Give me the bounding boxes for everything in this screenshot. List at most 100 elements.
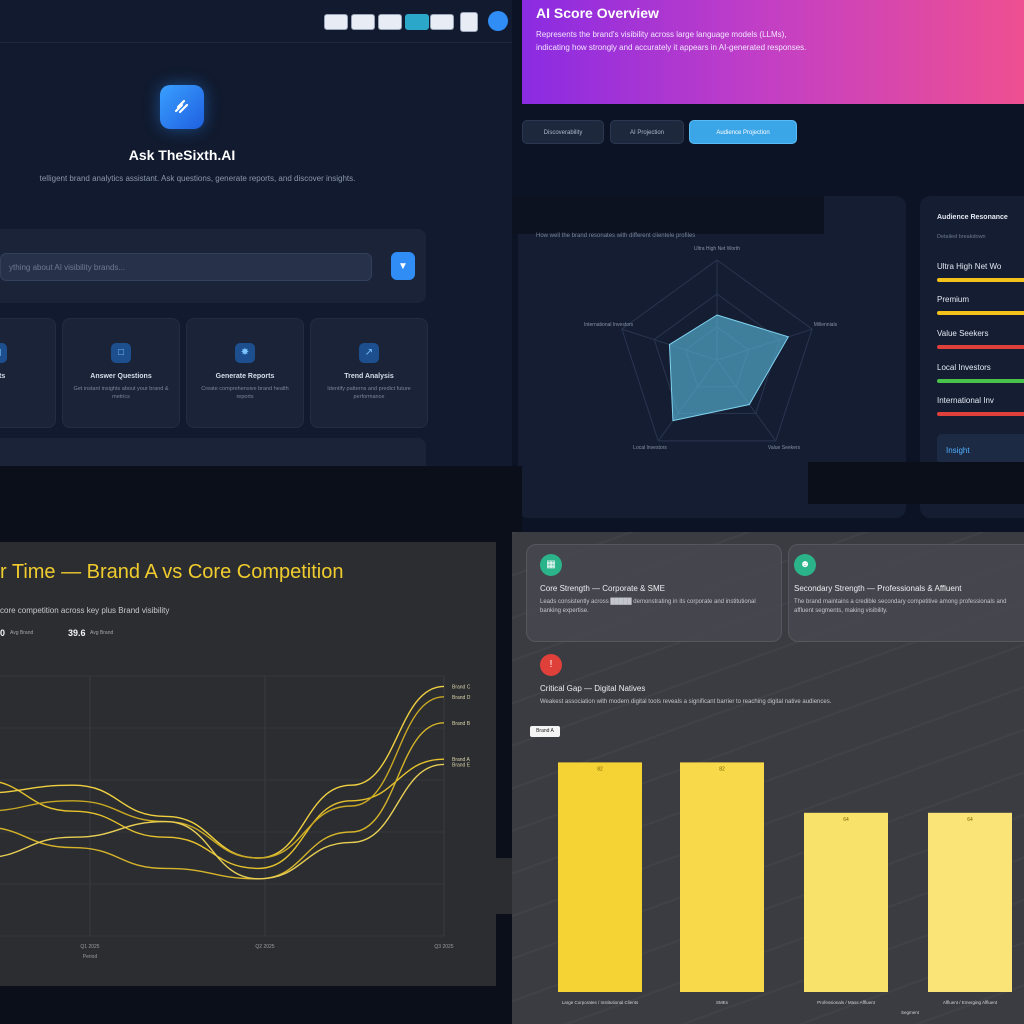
quick-action-desc: Get instant insights about your brand & …: [73, 386, 169, 400]
bar-value-label: 82: [597, 766, 603, 772]
series-label: Brand D: [452, 695, 471, 701]
radar-subtitle: How well the brand resonates with differ…: [536, 233, 696, 239]
series-label: Brand A: [452, 757, 470, 763]
ask-input[interactable]: ything about AI visibility brands...: [0, 253, 372, 281]
line-chart-card: [0, 542, 496, 986]
series-label: Brand B: [452, 721, 471, 727]
insight-card-core: [526, 544, 782, 642]
audience-title: Audience Resonance: [937, 214, 1008, 221]
insight-card-desc: The brand maintains a credible secondary…: [794, 599, 1007, 614]
redacted-block: [808, 462, 1024, 504]
insight-card-title: Secondary Strength — Professionals & Aff…: [794, 584, 962, 593]
chat-icon: □: [111, 343, 131, 363]
series-line: [0, 722, 445, 880]
people-icon: ☻: [794, 554, 816, 576]
insight-box: [937, 434, 1024, 464]
audience-bar: [937, 379, 1024, 383]
toolbar-button-6[interactable]: [460, 12, 478, 32]
radar-ring: [621, 259, 813, 442]
x-tick-label: Q2 2025: [255, 944, 274, 950]
line-chart: Q1 2025 Q2 2025 Q3 2025 Period Brand A Brand …: [0, 675, 471, 960]
quick-action-title: ts: [0, 373, 6, 380]
bar: [804, 812, 888, 992]
banner-title: AI Score Overview: [536, 5, 659, 21]
x-tick-label: Q1 2025: [80, 944, 99, 950]
radar-axis-label: Millennials: [814, 322, 838, 328]
radar-axis-label: Value Seekers: [768, 445, 801, 451]
chart-title: r Time — Brand A vs Core Competition: [0, 561, 344, 583]
toolbar-button-2[interactable]: [351, 14, 375, 30]
series-label: Brand C: [452, 684, 471, 690]
quick-action-card[interactable]: ↗ Trend Analysis Identify patterns and p…: [310, 318, 428, 428]
visibility-chart-panel: r Time — Brand A vs Core Competition cor…: [0, 466, 512, 1024]
legend-tag: Brand A: [530, 726, 560, 737]
quick-action-title: Generate Reports: [215, 373, 275, 380]
audience-bar: [937, 345, 1024, 349]
quick-action-desc: Create comprehensive brand health report…: [201, 386, 289, 400]
kpi-label: Avg Brand: [10, 630, 34, 636]
bar: [558, 762, 642, 992]
audience-label: Premium: [937, 295, 970, 304]
audience-label: Value Seekers: [937, 329, 989, 338]
x-axis-label: Segment: [901, 1010, 920, 1015]
bar: [680, 762, 764, 992]
insight-card-secondary: [788, 544, 1024, 642]
insight-card-title: Critical Gap — Digital Natives: [540, 684, 646, 693]
radar-shape: [668, 314, 790, 422]
audience-bar: [937, 412, 1024, 416]
assistant-title: Ask TheSixth.AI: [128, 147, 236, 163]
audience-label: Local Investors: [937, 363, 991, 372]
quick-action-title: Answer Questions: [90, 373, 152, 380]
kpi-label: Avg Brand: [90, 630, 114, 636]
x-tick-label: Q3 2025: [434, 944, 453, 950]
quick-action-card[interactable]: ✸ Generate Reports Create comprehensive …: [186, 318, 304, 428]
insight-card-desc: Leads consistently across █████ demonstr…: [540, 599, 756, 614]
bar-value-label: 82: [719, 766, 725, 772]
quick-action-card[interactable]: ▢ ts: [0, 318, 56, 428]
tab-audience-projection[interactable]: Audience Projection: [689, 120, 797, 144]
tab-ai-projection[interactable]: AI Projection: [610, 120, 684, 144]
tab-discoverability[interactable]: Discoverability: [522, 120, 604, 144]
redacted-block: [512, 196, 824, 234]
gear-icon: ✸: [235, 343, 255, 363]
chart-icon: ▢: [0, 343, 7, 363]
kpi-value: 0: [0, 628, 6, 638]
toolbar-button-3[interactable]: [378, 14, 402, 30]
bar-category-label: Affluent / Emerging Affluent: [943, 1000, 998, 1005]
bar-category-label: Large Corporates / Institutional Clients: [562, 1000, 639, 1005]
insight-label: Insight: [946, 446, 970, 455]
banner-description: Represents the brand's visibility across…: [536, 30, 807, 52]
series-line: [0, 763, 445, 880]
ask-input-card: ything about AI visibility brands...: [0, 229, 426, 303]
audience-label: International Inv: [937, 396, 994, 405]
send-button[interactable]: ▼: [391, 252, 415, 280]
history-card: [0, 438, 426, 466]
x-axis-label: Period: [83, 954, 98, 960]
radar-axis-labels: Ultra High Net Worth Millennials Value See…: [584, 246, 838, 451]
audience-bar: [937, 278, 1024, 282]
radar-axis-label: Ultra High Net Worth: [694, 246, 740, 252]
quick-action-title: Trend Analysis: [344, 373, 394, 380]
overview-banner: AI Score Overview Represents the brand's…: [522, 0, 1024, 104]
divider: [496, 532, 512, 1024]
bar-value-label: 64: [967, 817, 973, 823]
radar-axis-label: Local Investors: [633, 445, 667, 451]
toolbar-button-5[interactable]: [430, 14, 454, 30]
chart-subtitle: core competition across key plus Brand v…: [0, 606, 170, 615]
kpi-value: 39.6: [68, 628, 86, 638]
series-line: [0, 696, 445, 859]
bar-value-label: 64: [843, 817, 849, 823]
audience-bar: [937, 311, 1024, 315]
assistant-logo-icon: [160, 85, 204, 129]
insight-card-title: Core Strength — Corporate & SME: [540, 584, 665, 593]
toolbar-button-4[interactable]: [405, 14, 429, 30]
avatar[interactable]: [488, 11, 508, 31]
radar-axis-label: International Investors: [584, 322, 634, 328]
audience-label: Ultra High Net Wo: [937, 262, 1002, 271]
assistant-panel: Ask TheSixth.AI telligent brand analytic…: [0, 0, 512, 466]
ai-score-panel: AI Score Overview Represents the brand's…: [512, 0, 1024, 532]
quick-action-desc: Identify patterns and predict future per…: [327, 386, 411, 400]
quick-action-card[interactable]: □ Answer Questions Get instant insights …: [62, 318, 180, 428]
toolbar-button-1[interactable]: [324, 14, 348, 30]
audience-subtitle: Detailed breakdown: [937, 234, 986, 240]
